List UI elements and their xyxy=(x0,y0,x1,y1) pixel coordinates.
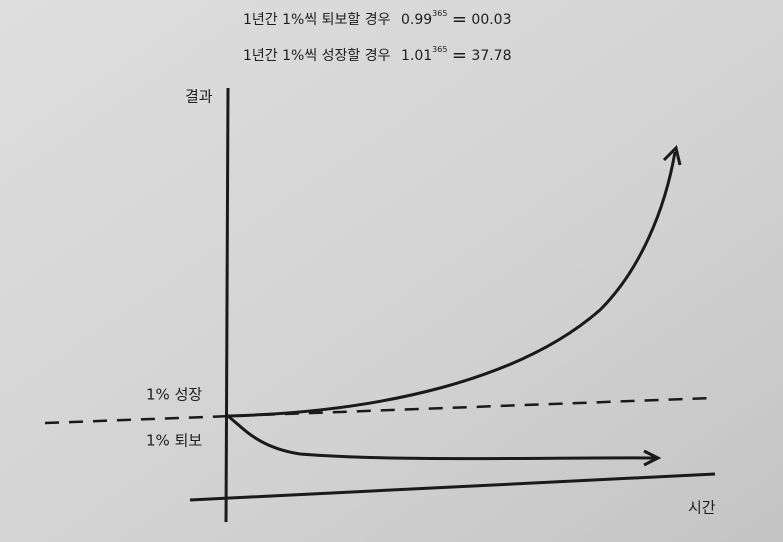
decline-label: 1% 퇴보 xyxy=(146,432,202,450)
formula-result: 37.78 xyxy=(471,48,511,64)
formula-base: 1.01 xyxy=(401,48,432,64)
x-axis xyxy=(189,472,716,502)
formula-exponent: 365 xyxy=(432,9,447,18)
x-axis-label: 시간 xyxy=(688,499,716,517)
formula-exponent: 365 xyxy=(432,45,447,54)
decline-arrowhead xyxy=(643,449,662,467)
formula-label: 1년간 1%씩 퇴보할 경우 xyxy=(243,12,391,28)
baseline-dashed xyxy=(44,396,713,425)
y-axis-label: 결과 xyxy=(185,88,213,106)
growth-curve xyxy=(227,151,677,418)
formula-operator: = xyxy=(452,9,467,30)
formula-base: 0.99 xyxy=(401,12,432,28)
formula-label: 1년간 1%씩 성장할 경우 xyxy=(243,48,391,64)
formula-growth: 1년간 1%씩 성장할 경우 1.01365 = 37.78 xyxy=(243,41,512,66)
growth-arrowhead xyxy=(662,145,682,166)
formula-result: 00.03 xyxy=(471,12,511,28)
growth-label: 1% 성장 xyxy=(146,386,202,404)
y-axis xyxy=(224,87,230,523)
decline-curve xyxy=(227,414,656,461)
formula-decline: 1년간 1%씩 퇴보할 경우 0.99365 = 00.03 xyxy=(243,5,512,30)
formula-operator: = xyxy=(452,45,467,66)
